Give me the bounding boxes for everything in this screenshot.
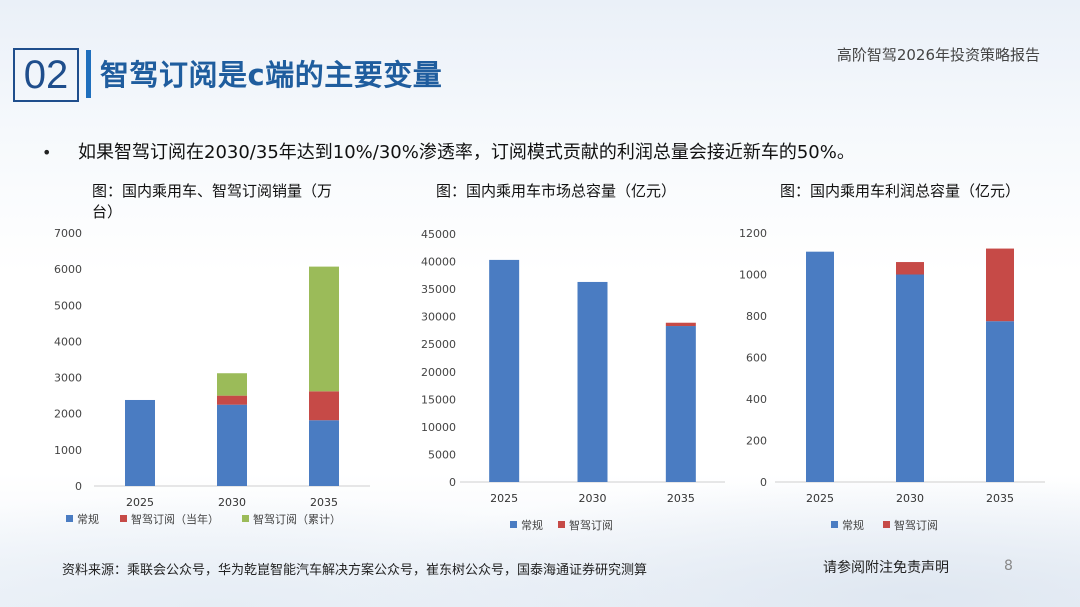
title-accent-bar [86,50,91,98]
chart1-title-line1: 图：国内乘用车、智驾订阅销量（万 [92,182,333,200]
bar-segment [896,262,924,275]
bullet-marker: • [42,143,52,162]
legend-label: 常规 [521,518,543,532]
legend-label: 智驾订阅（当年） [131,512,219,526]
legend-swatch [510,521,517,528]
section-number: 02 [13,48,79,102]
legend-swatch [66,515,73,522]
y-tick-label: 0 [449,476,456,489]
y-tick-label: 25000 [421,338,456,351]
legend-label: 智驾订阅（累计） [253,512,341,526]
bullet-text: 如果智驾订阅在2030/35年达到10%/30%渗透率，订阅模式贡献的利润总量会… [78,142,855,163]
legend-label: 常规 [77,512,99,526]
bar-segment [489,259,520,482]
chart1-svg: 0 1000 2000 3000 4000 5000 6000 7000 2025 2030 203… [54,227,370,526]
x-tick-label: 2030 [579,492,607,505]
bar-segment [125,399,155,486]
disclaimer: 请参阅附注免责声明 [823,560,949,576]
bar-segment [217,373,247,396]
y-tick-label: 200 [746,435,767,448]
y-tick-label: 10000 [421,421,456,434]
page-title: 智驾订阅是c端的主要变量 [100,58,443,92]
page-number: 8 [1004,558,1013,574]
y-tick-label: 6000 [54,263,82,276]
x-tick-label: 2035 [667,492,695,505]
chart2-title: 图：国内乘用车市场总容量（亿元） [436,182,677,200]
y-tick-label: 3000 [54,372,82,385]
x-tick-label: 2025 [490,492,518,505]
x-tick-label: 2030 [896,492,924,505]
y-tick-label: 45000 [421,228,456,241]
bar-segment [665,326,696,482]
y-tick-label: 600 [746,352,767,365]
x-tick-label: 2035 [310,496,338,509]
report-name: 高阶智驾2026年投资策略报告 [836,46,1040,64]
bar-segment [577,281,608,482]
bar-segment [986,248,1014,322]
legend-label: 智驾订阅 [569,518,613,532]
chart3-title: 图：国内乘用车利润总容量（亿元） [780,182,1021,200]
y-tick-label: 4000 [54,335,82,348]
x-tick-label: 2035 [986,492,1014,505]
y-tick-label: 2000 [54,408,82,421]
bar-segment [665,322,696,327]
y-tick-label: 7000 [54,227,82,240]
y-tick-label: 1000 [739,269,767,282]
y-tick-label: 5000 [428,448,456,461]
chart3-svg: 0 200 400 600 800 1000 1200 2025 2030 2035 常规 智驾订阅 [739,227,1045,532]
y-tick-label: 0 [760,476,767,489]
bar-segment [309,391,339,421]
legend-swatch [558,521,565,528]
chart1-title-line2: 台） [92,203,123,221]
bar-segment [896,274,924,482]
y-tick-label: 20000 [421,366,456,379]
y-tick-label: 400 [746,393,767,406]
legend-label: 常规 [842,518,864,532]
legend-swatch [120,515,127,522]
bar-segment [217,395,247,405]
bar-segment [309,420,339,486]
chart1-title: 图：国内乘用车、智驾订阅销量（万 台） [92,181,367,223]
y-tick-label: 1000 [54,444,82,457]
x-tick-label: 2025 [126,496,154,509]
legend-swatch [883,521,890,528]
y-tick-label: 15000 [421,393,456,406]
bar-segment [217,404,247,486]
y-tick-label: 0 [75,480,82,493]
y-tick-label: 40000 [421,256,456,269]
source-note: 资料来源：乘联会公众号，华为乾崑智能汽车解决方案公众号，崔东树公众号，国泰海通证… [62,563,648,578]
chart2-svg: 0 5000 10000 15000 20000 25000 30000 35000 40000… [421,228,725,532]
y-tick-label: 30000 [421,311,456,324]
x-tick-label: 2025 [806,492,834,505]
bar-segment [806,251,834,482]
y-tick-label: 35000 [421,283,456,296]
legend-swatch [831,521,838,528]
bar-segment [309,266,339,392]
legend-swatch [242,515,249,522]
y-tick-label: 800 [746,310,767,323]
legend-label: 智驾订阅 [894,518,938,532]
y-tick-label: 1200 [739,227,767,240]
x-tick-label: 2030 [218,496,246,509]
bar-segment [986,321,1014,482]
y-tick-label: 5000 [54,299,82,312]
